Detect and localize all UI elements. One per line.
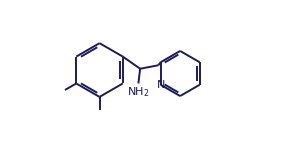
Text: N: N [156, 80, 165, 90]
Text: NH$_2$: NH$_2$ [127, 85, 150, 99]
